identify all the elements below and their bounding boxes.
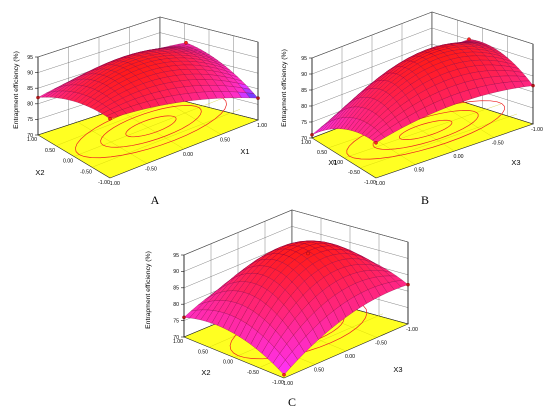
chart-panel-c: 70 75 80 85 90 95 1.00 0.50 0.00 -0.50 -1.00 -1.00 -… — [145, 209, 418, 409]
z-axis-label: Entrapment efficiency (%) — [281, 49, 288, 127]
z-axis-label: Entrapment efficiency (%) — [145, 251, 152, 329]
x-tick-label: 1.00 — [257, 123, 267, 129]
z-tick-label: 85 — [173, 286, 179, 292]
z-gridline — [183, 209, 409, 256]
z-tick-label: 70 — [173, 335, 179, 341]
z-tick-label: 80 — [27, 102, 33, 108]
surface-mesh — [311, 39, 534, 143]
floor-contour-line — [399, 119, 453, 141]
z-gridline — [311, 27, 534, 75]
data-point — [374, 140, 378, 145]
y-tick-label: -0.50 — [80, 169, 92, 175]
z-gridline — [37, 32, 259, 73]
y-tick-label: -0.50 — [247, 370, 259, 376]
floor-gridline — [343, 103, 502, 159]
z-gridline — [37, 47, 259, 89]
x-axis-label: X3 — [511, 158, 520, 167]
y-tick-label: 1.00 — [27, 137, 37, 143]
data-point — [184, 40, 188, 45]
z-tick-label: 95 — [173, 253, 179, 259]
y-tick-label: -1.00 — [98, 180, 110, 186]
z-gridline — [183, 226, 409, 272]
y-tick-label: 0.50 — [45, 148, 55, 154]
panel-label: B — [421, 193, 429, 207]
z-tick-label: 85 — [301, 88, 307, 94]
y-tick-label: 0.50 — [317, 150, 327, 156]
chart-panel-a: 707580859095-1.00-0.500.000.501.00-1.00-… — [13, 16, 267, 207]
z-tick-label: 85 — [27, 86, 33, 92]
surface-mesh — [183, 240, 409, 375]
z-tick-label: 70 — [27, 133, 33, 139]
panel-label: C — [288, 395, 296, 409]
data-point — [467, 37, 471, 42]
x-tick-label: 0.50 — [314, 368, 324, 374]
x-tick-label: -1.00 — [406, 327, 418, 333]
z-tick-label: 95 — [27, 55, 33, 61]
x-tick-label: 0.00 — [345, 354, 355, 360]
chart-panel-b: 7075808590951.000.500.00-0.50-1.00-1.00-… — [281, 11, 543, 207]
y-tick-label: 1.00 — [173, 339, 183, 345]
surface-mesh — [37, 42, 259, 119]
y-tick-label: 0.00 — [333, 160, 343, 166]
z-tick-label: 80 — [173, 302, 179, 308]
y-tick-label: 1.00 — [301, 140, 311, 146]
y-axis-label: X2 — [201, 368, 210, 377]
z-gridline — [311, 11, 534, 59]
x-tick-label: 0.50 — [414, 168, 424, 174]
z-tick-label: 75 — [301, 120, 307, 126]
x-tick-label: 1.00 — [375, 181, 385, 187]
y-tick-label: 0.00 — [223, 360, 233, 366]
surface-cell — [278, 359, 292, 375]
y-tick-label: -1.00 — [272, 380, 284, 386]
z-tick-label: 90 — [301, 72, 307, 78]
z-tick-label: 75 — [27, 117, 33, 123]
x-axis-label: X3 — [393, 365, 402, 374]
z-gridline — [37, 16, 259, 58]
z-tick-label: 70 — [301, 136, 307, 142]
z-tick-label: 75 — [173, 318, 179, 324]
floor-contour-line — [125, 115, 177, 138]
x-tick-label: 0.00 — [453, 154, 463, 160]
x-tick-label: 0.00 — [183, 152, 193, 158]
x-tick-label: -0.50 — [375, 341, 387, 347]
y-tick-label: 0.00 — [63, 159, 73, 165]
y-tick-label: 0.50 — [198, 349, 208, 355]
floor-gridline — [73, 98, 223, 157]
z-tick-label: 90 — [173, 269, 179, 275]
z-axis-label: Entrapment efficiency (%) — [13, 51, 20, 129]
floor-contour-line — [372, 110, 479, 150]
x-tick-label: -0.50 — [145, 167, 157, 173]
data-point — [306, 251, 310, 256]
surface-cell — [372, 133, 385, 143]
x-axis-label: X1 — [240, 147, 249, 156]
z-tick-label: 90 — [27, 70, 33, 76]
panel-label: A — [151, 193, 160, 207]
x-tick-label: 1.00 — [283, 381, 293, 387]
y-axis-label: X2 — [35, 168, 44, 177]
data-point — [108, 116, 112, 121]
data-point — [282, 372, 286, 377]
y-tick-label: -0.50 — [348, 170, 360, 176]
floor-contour-line — [100, 105, 202, 148]
x-tick-label: -1.00 — [108, 181, 120, 187]
z-tick-label: 80 — [301, 104, 307, 110]
y-tick-label: -1.00 — [364, 180, 376, 186]
x-tick-label: -1.00 — [531, 127, 543, 133]
z-tick-label: 95 — [301, 56, 307, 62]
x-tick-label: 0.50 — [220, 138, 230, 144]
x-tick-label: -0.50 — [492, 141, 504, 147]
y-axis-label: X1 — [328, 158, 337, 167]
